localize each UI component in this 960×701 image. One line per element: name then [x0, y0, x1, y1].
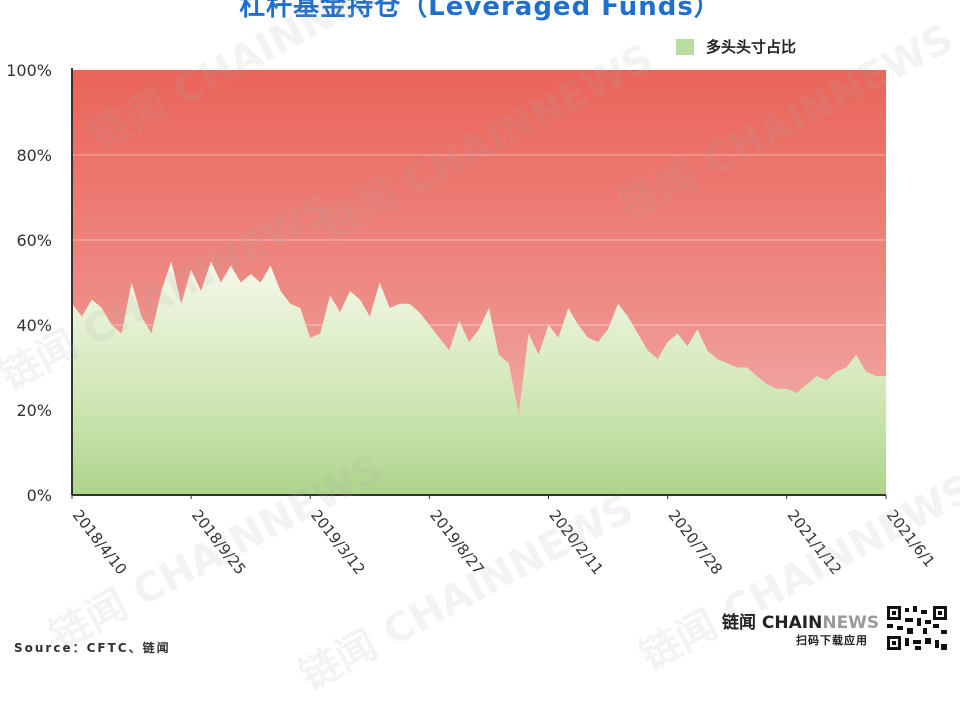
data-point [547, 324, 549, 326]
data-point [845, 366, 847, 368]
data-point [627, 315, 629, 317]
data-point [448, 349, 450, 351]
data-point [835, 371, 837, 373]
data-point [825, 379, 827, 381]
data-point [518, 413, 520, 415]
data-point [617, 303, 619, 305]
brand-name: 链闻 [722, 613, 756, 633]
data-point [458, 320, 460, 322]
data-point [498, 354, 500, 356]
data-point [259, 281, 261, 283]
data-point [746, 366, 748, 368]
data-point [488, 307, 490, 309]
qr-code-icon[interactable] [885, 604, 949, 652]
data-point [756, 375, 758, 377]
data-point [428, 324, 430, 326]
data-point [418, 311, 420, 313]
data-point [557, 337, 559, 339]
data-point [438, 337, 440, 339]
data-point [398, 303, 400, 305]
data-point [359, 298, 361, 300]
y-tick-label: 60% [16, 231, 52, 250]
data-point [379, 281, 381, 283]
series-long-position-area [72, 261, 886, 495]
brand-subtitle: 扫码下载应用 [796, 634, 868, 647]
data-point [537, 354, 539, 356]
data-point [468, 341, 470, 343]
data-point [289, 303, 291, 305]
data-point [508, 362, 510, 364]
data-point [349, 290, 351, 292]
data-point [766, 383, 768, 385]
data-point [666, 341, 668, 343]
y-tick-label: 40% [16, 316, 52, 335]
data-point [796, 392, 798, 394]
data-point [676, 332, 678, 334]
y-tick-label: 0% [27, 486, 52, 505]
plot-area [72, 70, 887, 495]
data-point [855, 354, 857, 356]
data-point [686, 345, 688, 347]
data-point [865, 371, 867, 373]
data-point [647, 349, 649, 351]
legend: 多头头寸占比 [676, 36, 796, 57]
brand-latin-b: NEWS [822, 613, 880, 633]
data-point [706, 349, 708, 351]
data-point [329, 294, 331, 296]
data-point [527, 332, 529, 334]
data-point [309, 337, 311, 339]
x-tick-label: 2020/7/28 [664, 506, 726, 578]
data-point [587, 337, 589, 339]
data-point [657, 358, 659, 360]
chart: 0%20%40%60%80%100%2018/4/10 2018/9/25 2019… [6, 61, 938, 578]
data-point [408, 303, 410, 305]
data-point [637, 332, 639, 334]
data-point [478, 328, 480, 330]
data-point [875, 375, 877, 377]
data-point [369, 315, 371, 317]
data-point [279, 290, 281, 292]
data-point [299, 307, 301, 309]
data-point [815, 375, 817, 377]
data-point [716, 358, 718, 360]
data-point [776, 388, 778, 390]
data-point [805, 383, 807, 385]
data-point [319, 332, 321, 334]
legend-label: 多头头寸占比 [706, 38, 797, 56]
brand-latin-a: CHAIN [761, 613, 823, 633]
legend-swatch [676, 38, 694, 55]
data-point [607, 328, 609, 330]
source-note: Source：CFTC、链闻 [14, 641, 171, 655]
data-point [726, 362, 728, 364]
data-point [567, 307, 569, 309]
y-tick-label: 100% [6, 61, 52, 80]
data-point [786, 388, 788, 390]
brand-logo: 链闻 CHAINNEWS [722, 608, 879, 633]
data-point [885, 375, 887, 377]
data-point [339, 311, 341, 313]
data-point [577, 324, 579, 326]
y-tick-label: 20% [16, 401, 52, 420]
data-point [736, 366, 738, 368]
y-tick-label: 80% [16, 146, 52, 165]
data-point [150, 332, 152, 334]
data-point [597, 341, 599, 343]
data-point [696, 328, 698, 330]
data-point [389, 307, 391, 309]
chart-title: 杠杆基金持仓（Leveraged Funds） [239, 0, 721, 22]
